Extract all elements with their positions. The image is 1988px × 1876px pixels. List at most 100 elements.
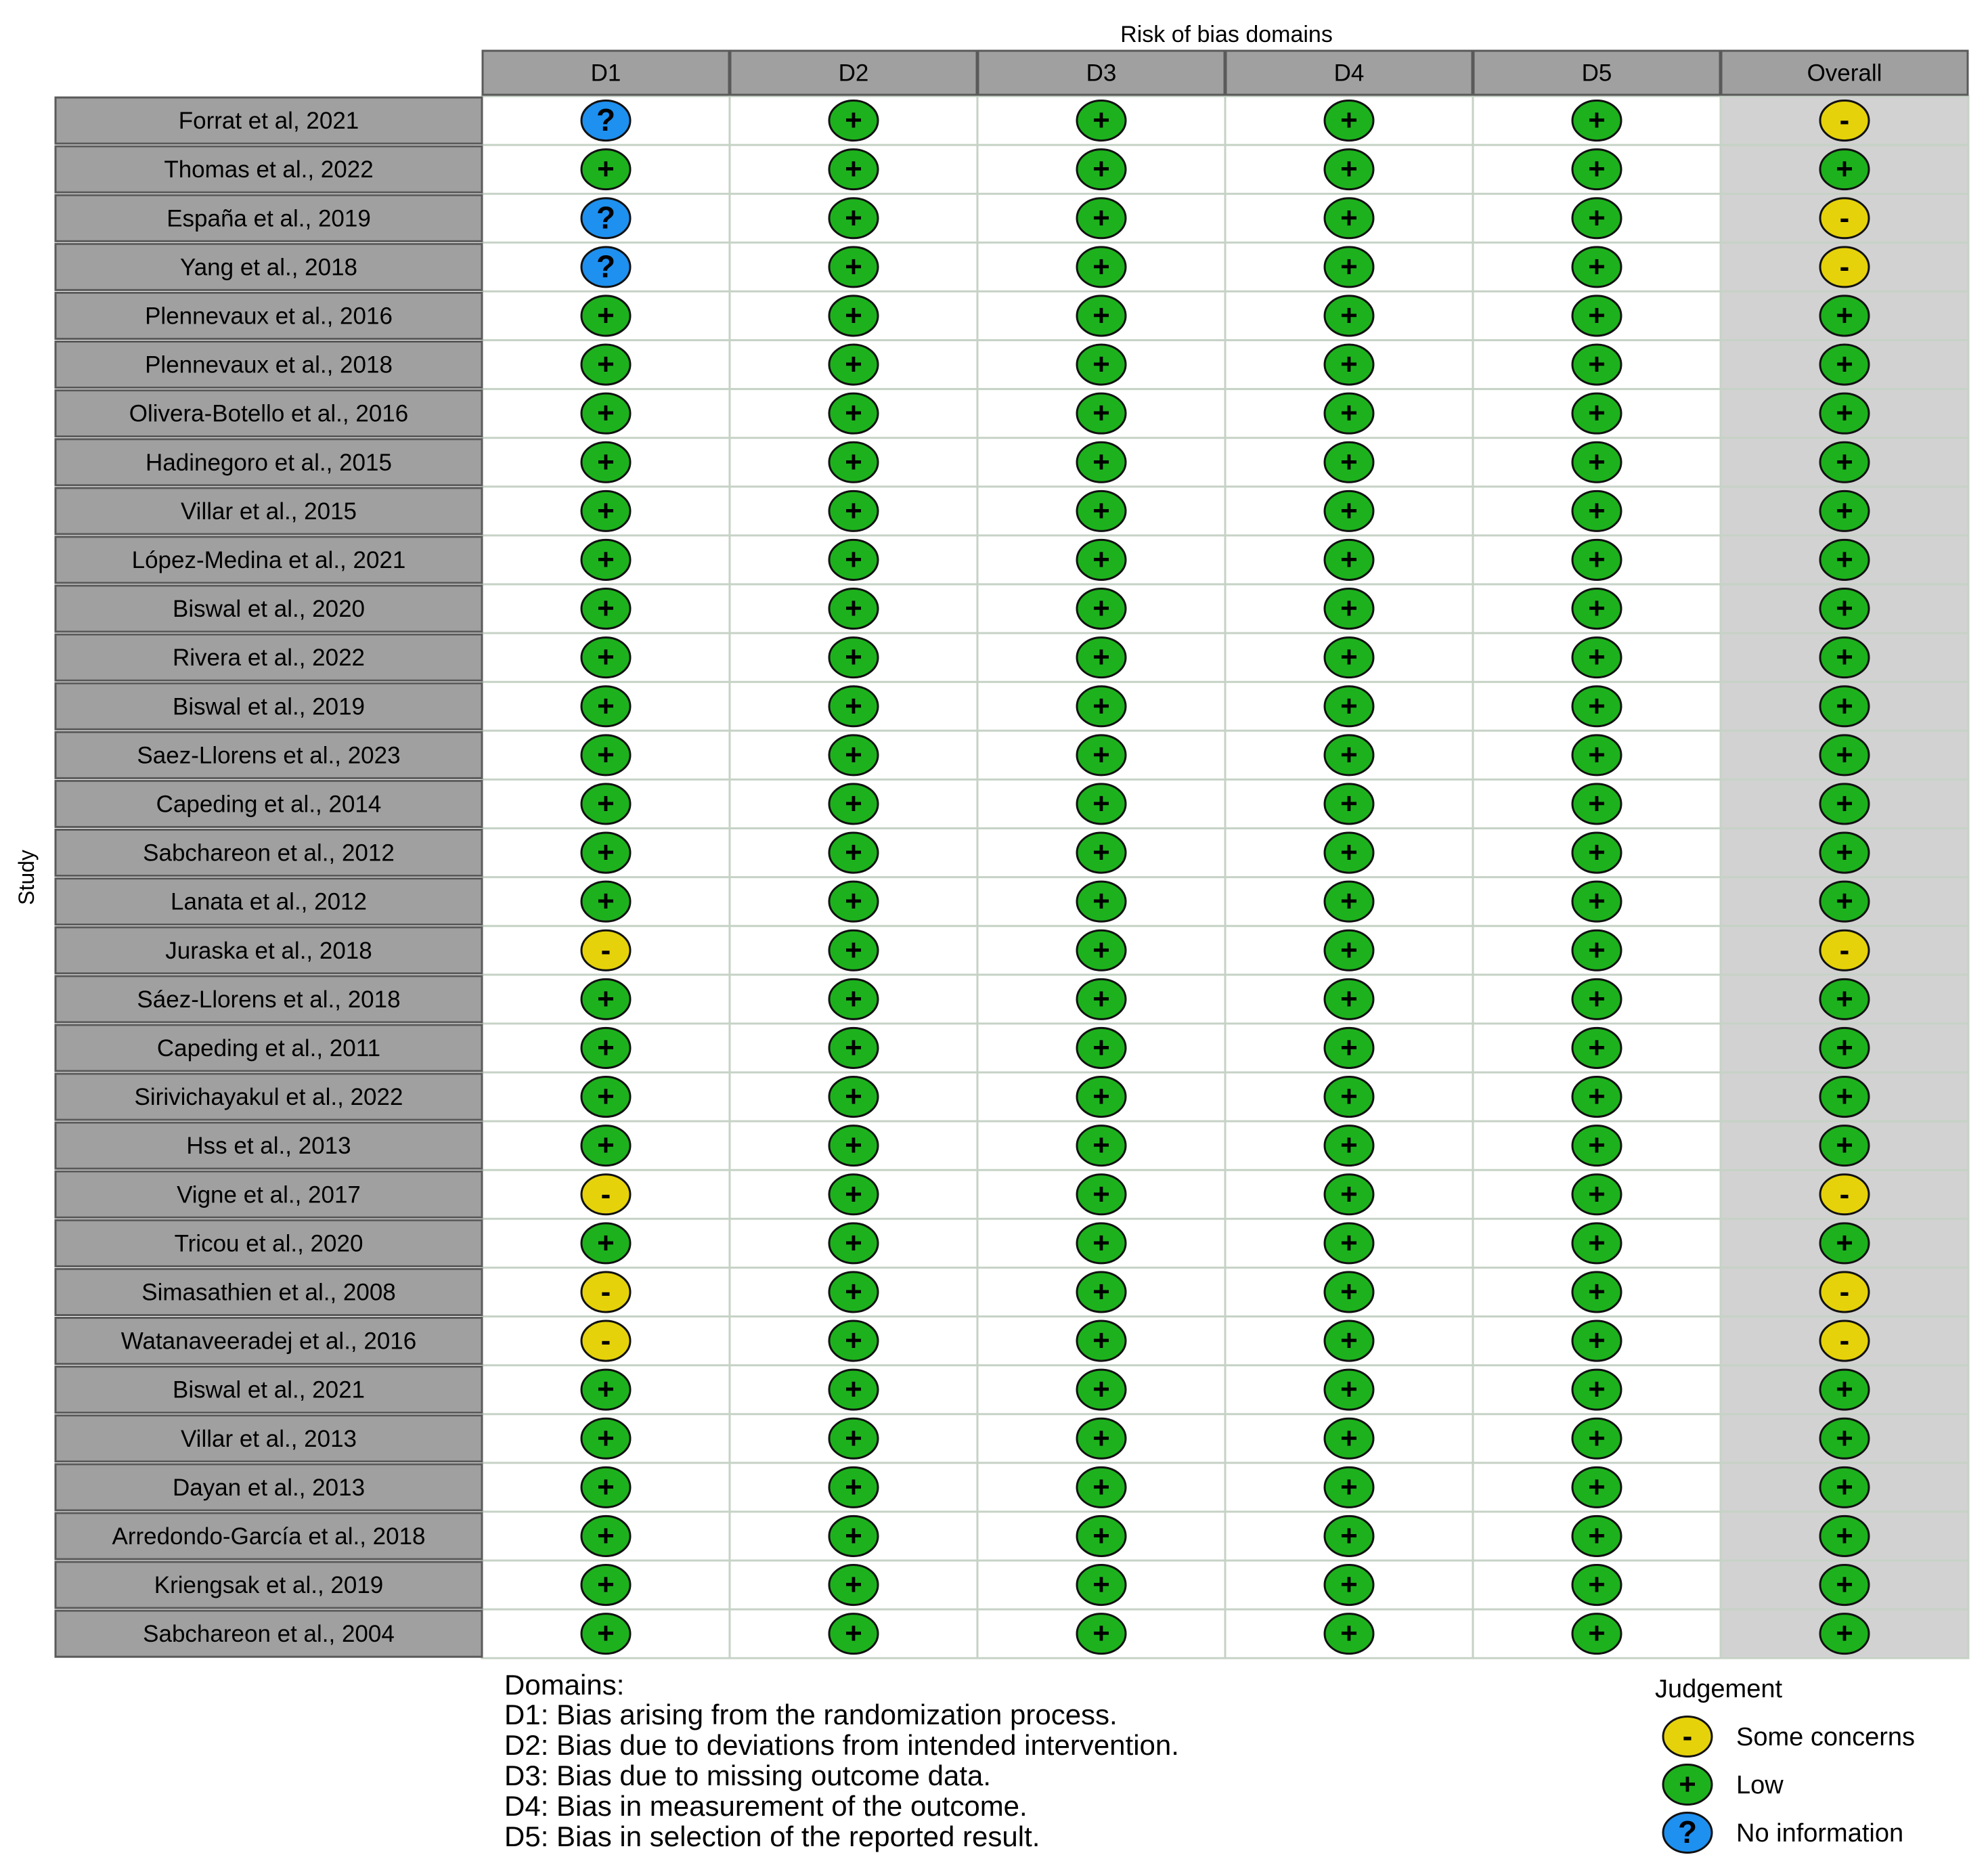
judgement-low-icon-circle bbox=[1076, 1173, 1127, 1216]
study-label: Thomas et al., 2022 bbox=[164, 156, 373, 183]
judgement-low-icon-glyph: + bbox=[1836, 1226, 1853, 1259]
judgement-low-icon-circle bbox=[1571, 1368, 1622, 1411]
judgement-low-icon: + bbox=[828, 831, 879, 874]
judgement-low-icon-glyph: + bbox=[1836, 1129, 1853, 1162]
study-label: Sabchareon et al., 2012 bbox=[143, 840, 395, 867]
study-label: Yang et al., 2018 bbox=[180, 254, 357, 280]
study-label-box bbox=[54, 730, 483, 779]
judgement-low-icon: + bbox=[1819, 1613, 1870, 1655]
legend-some-concerns-icon-glyph: - bbox=[1683, 1720, 1693, 1753]
judgement-low-icon: + bbox=[580, 538, 632, 581]
judgement-low-icon-glyph: + bbox=[1340, 689, 1358, 722]
judgement-low-icon-circle bbox=[580, 978, 632, 1020]
judgement-low-icon: + bbox=[828, 1564, 879, 1607]
judgement-low-icon-circle bbox=[1571, 1613, 1622, 1655]
judgement-low-icon-glyph: + bbox=[1836, 543, 1853, 576]
judgement-low-icon: + bbox=[1323, 783, 1375, 825]
judgement-low-icon: + bbox=[1571, 636, 1622, 679]
judgement-low-icon-glyph: + bbox=[845, 152, 862, 186]
judgement-low-icon: + bbox=[1076, 929, 1127, 972]
judgement-some-concerns-icon-glyph: - bbox=[1840, 104, 1850, 137]
judgement-low-icon-circle bbox=[1819, 685, 1870, 728]
judgement-low-icon-circle bbox=[1076, 100, 1127, 142]
judgement-low-icon: + bbox=[580, 1466, 632, 1508]
judgement-low-icon: + bbox=[828, 1466, 879, 1508]
judgement-low-icon-glyph: + bbox=[845, 1373, 862, 1406]
study-label-box bbox=[54, 438, 483, 487]
judgement-low-icon: + bbox=[1323, 1417, 1375, 1460]
judgement-low-icon-glyph: + bbox=[1340, 1226, 1358, 1259]
judgement-low-icon-circle bbox=[828, 685, 879, 728]
judgement-some-concerns-icon: - bbox=[1819, 1173, 1870, 1216]
judgement-low-icon-glyph: + bbox=[1340, 1031, 1358, 1064]
judgement-low-icon: + bbox=[1323, 538, 1375, 581]
judgement-low-icon: + bbox=[828, 588, 879, 630]
judgement-low-icon-glyph: + bbox=[1836, 1568, 1853, 1601]
judgement-low-icon-glyph: + bbox=[1588, 1275, 1606, 1308]
judgement-low-icon-glyph: + bbox=[1836, 494, 1853, 527]
judgement-low-icon: + bbox=[828, 783, 879, 825]
judgement-low-icon-glyph: + bbox=[1340, 1470, 1358, 1504]
judgement-low-icon: + bbox=[1323, 489, 1375, 532]
judgement-low-icon-glyph: + bbox=[1588, 592, 1606, 625]
judgement-low-icon-circle bbox=[828, 978, 879, 1020]
study-row: Villar et al., 2013 + + + + + + bbox=[54, 1414, 1870, 1463]
study-label-box bbox=[54, 1561, 483, 1609]
judgement-some-concerns-icon: - bbox=[580, 1173, 632, 1216]
judgement-low-icon: + bbox=[580, 734, 632, 777]
column-header-d3: D3 bbox=[1086, 60, 1117, 87]
judgement-low-icon-circle bbox=[1571, 978, 1622, 1020]
legend-some-concerns-icon: - bbox=[1662, 1715, 1713, 1758]
judgement-low-icon-glyph: + bbox=[597, 1422, 615, 1455]
judgement-low-icon-glyph: + bbox=[597, 689, 615, 722]
judgement-low-icon-circle bbox=[1323, 1222, 1375, 1265]
study-row: Simasathien et al., 2008 - + + + + - bbox=[54, 1267, 1870, 1317]
judgement-low-icon-glyph: + bbox=[845, 1519, 862, 1552]
judgement-low-icon-glyph: + bbox=[1588, 1422, 1606, 1455]
judgement-low-icon: + bbox=[828, 1319, 879, 1362]
judgement-low-icon-circle bbox=[580, 1417, 632, 1460]
judgement-low-icon-circle bbox=[1571, 636, 1622, 679]
judgement-low-icon-glyph: + bbox=[597, 1226, 615, 1259]
judgement-low-icon-circle bbox=[580, 685, 632, 728]
judgement-low-icon: + bbox=[828, 1271, 879, 1313]
judgement-low-icon-glyph: + bbox=[1092, 1324, 1110, 1357]
judgement-low-icon-glyph: + bbox=[1340, 348, 1358, 381]
judgement-low-icon-circle bbox=[1076, 636, 1127, 679]
judgement-low-icon: + bbox=[828, 1368, 879, 1411]
judgement-low-icon-circle bbox=[828, 1613, 879, 1655]
study-row: Watanaveeradej et al., 2016 - + + + + - bbox=[54, 1317, 1870, 1366]
judgement-low-icon-glyph: + bbox=[1588, 689, 1606, 722]
legend-no-information-label: No information bbox=[1736, 1819, 1903, 1848]
judgement-low-icon-circle bbox=[1571, 1564, 1622, 1607]
judgement-low-icon: + bbox=[1571, 392, 1622, 435]
judgement-low-icon-circle bbox=[1819, 1514, 1870, 1557]
judgement-low-icon-glyph: + bbox=[1092, 348, 1110, 381]
judgement-low-icon: + bbox=[1819, 343, 1870, 386]
judgement-some-concerns-icon: - bbox=[1819, 100, 1870, 142]
study-label: Sirivichayakul et al., 2022 bbox=[135, 1084, 403, 1110]
study-label-box bbox=[54, 1024, 483, 1072]
study-label: López-Medina et al., 2021 bbox=[132, 547, 406, 573]
judgement-low-icon: + bbox=[1076, 636, 1127, 679]
judgement-low-icon-circle bbox=[1323, 148, 1375, 191]
judgement-low-icon-circle bbox=[1819, 343, 1870, 386]
judgement-low-icon-glyph: + bbox=[1092, 1080, 1110, 1113]
judgement-low-icon-circle bbox=[1076, 441, 1127, 483]
judgement-low-icon-circle bbox=[1076, 343, 1127, 386]
judgement-low-icon-glyph: + bbox=[1588, 201, 1606, 234]
judgement-low-icon: + bbox=[1076, 1271, 1127, 1313]
judgement-low-icon-circle bbox=[1076, 1514, 1127, 1557]
judgement-low-icon: + bbox=[1571, 1271, 1622, 1313]
judgement-low-icon-circle bbox=[1571, 1125, 1622, 1167]
judgement-low-icon: + bbox=[1323, 734, 1375, 777]
judgement-low-icon: + bbox=[1819, 441, 1870, 483]
column-header-box-overall bbox=[1720, 49, 1969, 96]
judgement-low-icon-glyph: + bbox=[1588, 543, 1606, 576]
judgement-low-icon-glyph: + bbox=[845, 1129, 862, 1162]
grid-layer bbox=[481, 95, 1970, 1659]
judgement-low-icon-circle bbox=[828, 246, 879, 288]
judgement-low-icon-circle bbox=[1323, 1466, 1375, 1508]
study-row: López-Medina et al., 2021 + + + + + + bbox=[54, 536, 1870, 584]
domains-legend-heading: Domains: bbox=[504, 1669, 624, 1701]
